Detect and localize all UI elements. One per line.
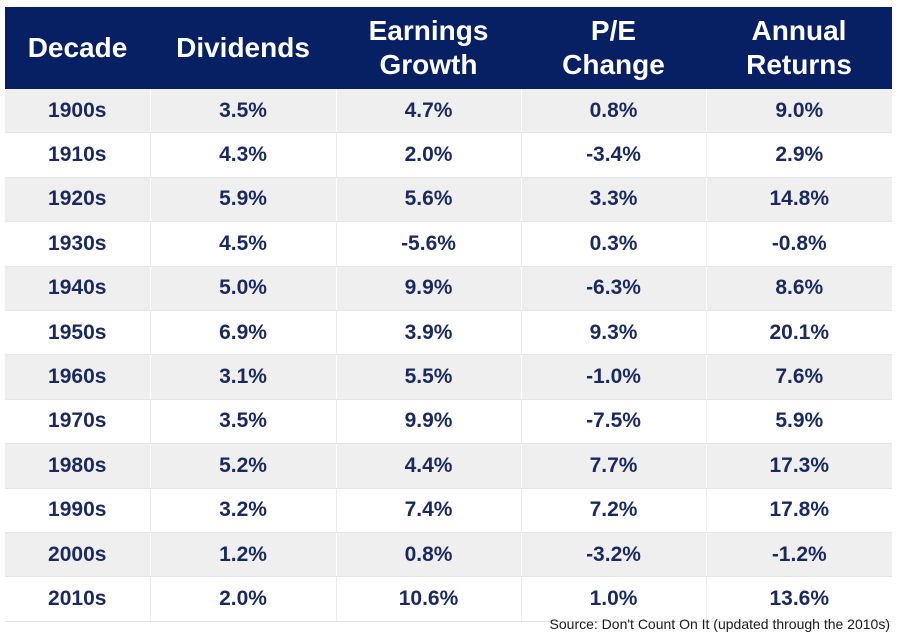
column-header-line: Decade xyxy=(27,32,128,63)
value-cell: 3.5% xyxy=(150,89,337,134)
value-cell: 7.7% xyxy=(521,443,707,489)
value-cell: 5.6% xyxy=(336,177,522,223)
value-cell: 7.4% xyxy=(336,488,522,533)
value-cell: -1.0% xyxy=(521,354,707,400)
column-header-line: Annual xyxy=(751,15,847,46)
value-cell: 4.5% xyxy=(150,221,337,267)
returns-table-container: Decade Dividends Earnings Growth P/E Change An… xyxy=(5,7,892,622)
table-row: 1990s 3.2% 7.4% 7.2% 17.8% xyxy=(5,488,892,533)
decade-cell: 1950s xyxy=(5,310,151,356)
value-cell: 0.8% xyxy=(336,532,522,578)
returns-by-decade-table: Decade Dividends Earnings Growth P/E Change An… xyxy=(5,7,892,622)
table-row: 1960s 3.1% 5.5% -1.0% 7.6% xyxy=(5,354,892,400)
value-cell: 3.2% xyxy=(150,488,337,533)
decade-cell: 1960s xyxy=(5,354,151,400)
table-row: 1980s 5.2% 4.4% 7.7% 17.3% xyxy=(5,443,892,489)
value-cell: 0.3% xyxy=(521,221,707,267)
value-cell: 1.2% xyxy=(150,532,337,578)
value-cell: 17.8% xyxy=(706,488,892,533)
table-row: 1930s 4.5% -5.6% 0.3% -0.8% xyxy=(5,221,892,267)
decade-cell: 1990s xyxy=(5,488,151,533)
value-cell: 5.0% xyxy=(150,266,337,311)
decade-cell: 1910s xyxy=(5,132,151,178)
value-cell: 7.6% xyxy=(706,354,892,400)
value-cell: 20.1% xyxy=(706,310,892,356)
value-cell: -3.2% xyxy=(521,532,707,578)
source-note: Source: Don't Count On It (updated throu… xyxy=(549,616,890,632)
column-header: P/E Change xyxy=(521,7,706,89)
column-header: Annual Returns xyxy=(706,7,892,89)
value-cell: 3.9% xyxy=(336,310,522,356)
decade-cell: 1930s xyxy=(5,221,151,267)
decade-cell: 1900s xyxy=(5,89,151,134)
value-cell: -0.8% xyxy=(706,221,892,267)
decade-cell: 1940s xyxy=(5,266,151,311)
table-header: Decade Dividends Earnings Growth P/E Change An… xyxy=(5,7,892,89)
decade-cell: 1970s xyxy=(5,399,151,445)
column-header-line: Returns xyxy=(746,49,852,80)
decade-cell: 2000s xyxy=(5,532,151,578)
value-cell: -5.6% xyxy=(336,221,522,267)
value-cell: 14.8% xyxy=(706,177,892,223)
column-header: Decade xyxy=(5,7,150,89)
value-cell: 5.9% xyxy=(706,399,892,445)
value-cell: 5.9% xyxy=(150,177,337,223)
column-header-line: Dividends xyxy=(176,32,310,63)
value-cell: 13.6% xyxy=(706,576,892,622)
value-cell: -6.3% xyxy=(521,266,707,311)
value-cell: 9.0% xyxy=(706,89,892,134)
value-cell: 9.9% xyxy=(336,399,522,445)
value-cell: 5.2% xyxy=(150,443,337,489)
value-cell: -3.4% xyxy=(521,132,707,178)
column-header-line: Change xyxy=(562,49,665,80)
value-cell: 4.7% xyxy=(336,89,522,134)
decade-cell: 1980s xyxy=(5,443,151,489)
value-cell: 6.9% xyxy=(150,310,337,356)
value-cell: 1.0% xyxy=(521,576,707,622)
value-cell: 9.3% xyxy=(521,310,707,356)
table-row: 2010s 2.0% 10.6% 1.0% 13.6% xyxy=(5,576,892,622)
value-cell: -1.2% xyxy=(706,532,892,578)
value-cell: 4.3% xyxy=(150,132,337,178)
value-cell: 0.8% xyxy=(521,89,707,134)
column-header: Dividends xyxy=(150,7,336,89)
column-header-line: P/E xyxy=(590,15,637,46)
value-cell: 3.5% xyxy=(150,399,337,445)
table-row: 1940s 5.0% 9.9% -6.3% 8.6% xyxy=(5,266,892,311)
table-row: 2000s 1.2% 0.8% -3.2% -1.2% xyxy=(5,532,892,578)
value-cell: 10.6% xyxy=(336,576,522,622)
table-row: 1910s 4.3% 2.0% -3.4% 2.9% xyxy=(5,132,892,178)
table-row: 1950s 6.9% 3.9% 9.3% 20.1% xyxy=(5,310,892,356)
value-cell: 5.5% xyxy=(336,354,522,400)
value-cell: 2.0% xyxy=(150,576,337,622)
value-cell: 3.1% xyxy=(150,354,337,400)
table-body: 1900s 3.5% 4.7% 0.8% 9.0% 1910s 4.3% 2.0% -3.4% 2… xyxy=(5,89,892,622)
header-row: Decade Dividends Earnings Growth P/E Change An… xyxy=(5,7,892,89)
value-cell: 4.4% xyxy=(336,443,522,489)
value-cell: 2.9% xyxy=(706,132,892,178)
table-row: 1970s 3.5% 9.9% -7.5% 5.9% xyxy=(5,399,892,445)
value-cell: 9.9% xyxy=(336,266,522,311)
value-cell: -7.5% xyxy=(521,399,707,445)
value-cell: 3.3% xyxy=(521,177,707,223)
value-cell: 2.0% xyxy=(336,132,522,178)
table-row: 1900s 3.5% 4.7% 0.8% 9.0% xyxy=(5,89,892,134)
decade-cell: 2010s xyxy=(5,576,151,622)
column-header-line: Earnings xyxy=(368,15,489,46)
column-header-line: Growth xyxy=(379,49,478,80)
column-header: Earnings Growth xyxy=(336,7,521,89)
value-cell: 8.6% xyxy=(706,266,892,311)
decade-cell: 1920s xyxy=(5,177,151,223)
table-row: 1920s 5.9% 5.6% 3.3% 14.8% xyxy=(5,177,892,223)
value-cell: 7.2% xyxy=(521,488,707,533)
value-cell: 17.3% xyxy=(706,443,892,489)
